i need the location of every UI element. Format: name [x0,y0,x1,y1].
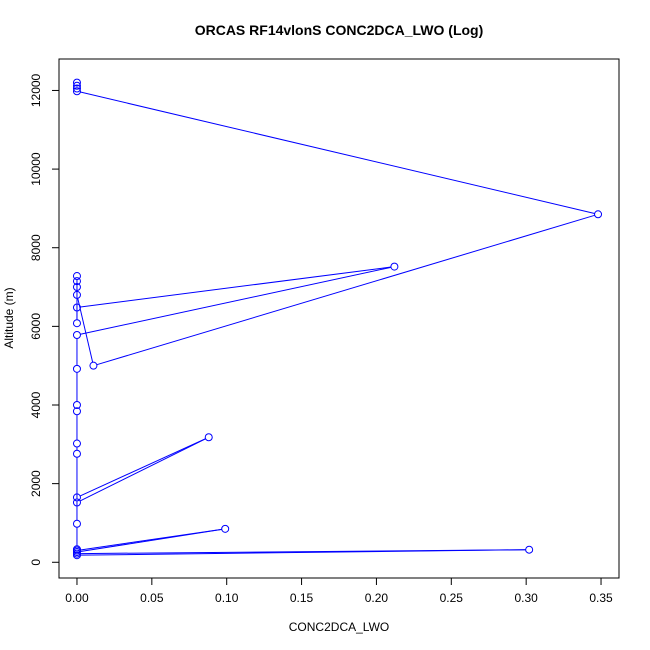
y-axis-label: Altitude (m) [2,287,16,348]
y-tick-label: 0 [29,559,43,566]
data-point [72,290,81,299]
data-point [221,524,230,533]
data-point [72,498,81,507]
data-point [72,549,81,558]
data-point [72,277,81,286]
data-point [204,433,213,442]
y-tick-label: 10000 [29,152,43,186]
x-tick-label: 0.30 [514,591,538,605]
data-point [72,283,81,292]
series-segment [80,528,222,551]
data-point [72,319,81,328]
data-point [72,364,81,373]
x-axis-label: CONC2DCA_LWO [289,620,389,634]
y-axis: 0 2000 4000 6000 8000 10000 12000 [29,73,60,566]
data-point [72,493,81,502]
data-point [72,407,81,416]
plot-area [58,58,620,579]
x-tick-label: 0.25 [440,591,464,605]
data-point [72,449,81,458]
data-point [72,272,81,281]
x-tick-label: 0.00 [65,591,89,605]
data-series [72,78,603,560]
data-point [89,361,98,370]
y-tick-label: 6000 [29,313,43,340]
series-segment [80,266,392,335]
data-point [390,262,399,271]
y-tick-label: 4000 [29,391,43,418]
series-segment [80,266,391,308]
series-segment [80,549,526,555]
y-tick-label: 12000 [29,73,43,107]
data-point [72,303,81,312]
y-tick-label: 2000 [29,470,43,497]
x-tick-label: 0.05 [140,591,164,605]
data-point [72,439,81,448]
series-segment [79,438,206,502]
x-tick-label: 0.35 [589,591,613,605]
x-tick-label: 0.15 [290,591,314,605]
series-segment [80,91,595,214]
chart-title: ORCAS RF14vlonS CONC2DCA_LWO (Log) [195,22,484,38]
x-axis: 0.00 0.05 0.10 0.15 0.20 0.25 0.30 0.35 [65,577,613,605]
data-point [72,78,81,87]
data-point [72,84,81,93]
data-point [525,545,534,554]
series-segment [96,214,595,366]
data-point [72,546,81,555]
data-point [72,81,81,90]
x-tick-label: 0.10 [215,591,239,605]
data-point [72,519,81,528]
data-point [72,331,81,340]
data-point [72,401,81,409]
data-point [72,87,81,96]
x-tick-label: 0.20 [365,591,389,605]
data-point [594,210,603,219]
y-tick-label: 8000 [29,234,43,261]
series-segment [79,438,206,497]
